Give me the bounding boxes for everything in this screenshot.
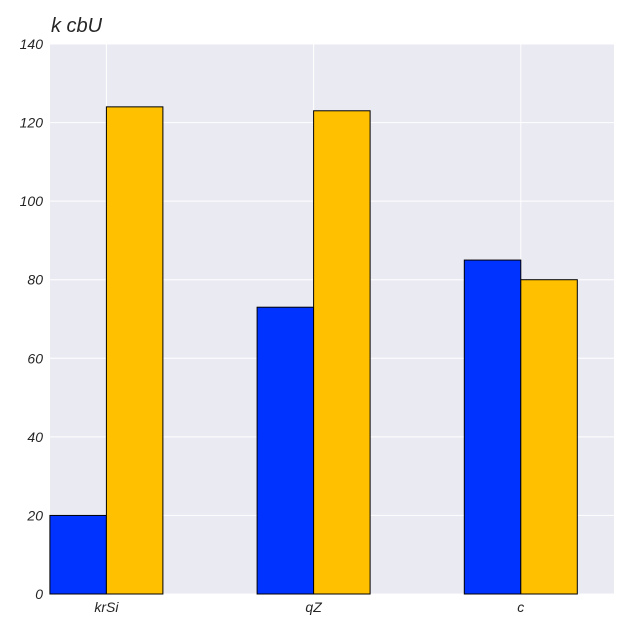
- y-tick-label: 0: [35, 586, 43, 602]
- y-tick-label: 80: [27, 272, 43, 288]
- y-tick-label: 140: [20, 36, 44, 52]
- bars: [49, 106, 578, 595]
- y-tick-label: 40: [27, 429, 43, 445]
- x-tick-label: qZ: [305, 599, 322, 615]
- bar-series-2-c: [520, 279, 578, 595]
- bar-series-1-qZ: [256, 306, 315, 595]
- y-tick-label: 120: [20, 115, 44, 131]
- x-tick-label: c: [517, 599, 524, 615]
- y-tick-label: 60: [27, 350, 43, 366]
- x-tick-labels: krSi qZ c: [94, 599, 524, 615]
- chart-title: k cbU: [51, 15, 103, 37]
- y-tick-label: 20: [26, 507, 43, 523]
- y-tick-label: 100: [20, 193, 44, 209]
- bar-series-1-krSi: [49, 514, 107, 595]
- bar-series-2-krSi: [105, 106, 164, 595]
- y-tick-labels: 0 20 40 60 80 100 120 140: [20, 36, 44, 602]
- bar-series-2-qZ: [313, 110, 371, 595]
- bar-series-1-c: [463, 259, 522, 595]
- x-tick-label: krSi: [94, 599, 119, 615]
